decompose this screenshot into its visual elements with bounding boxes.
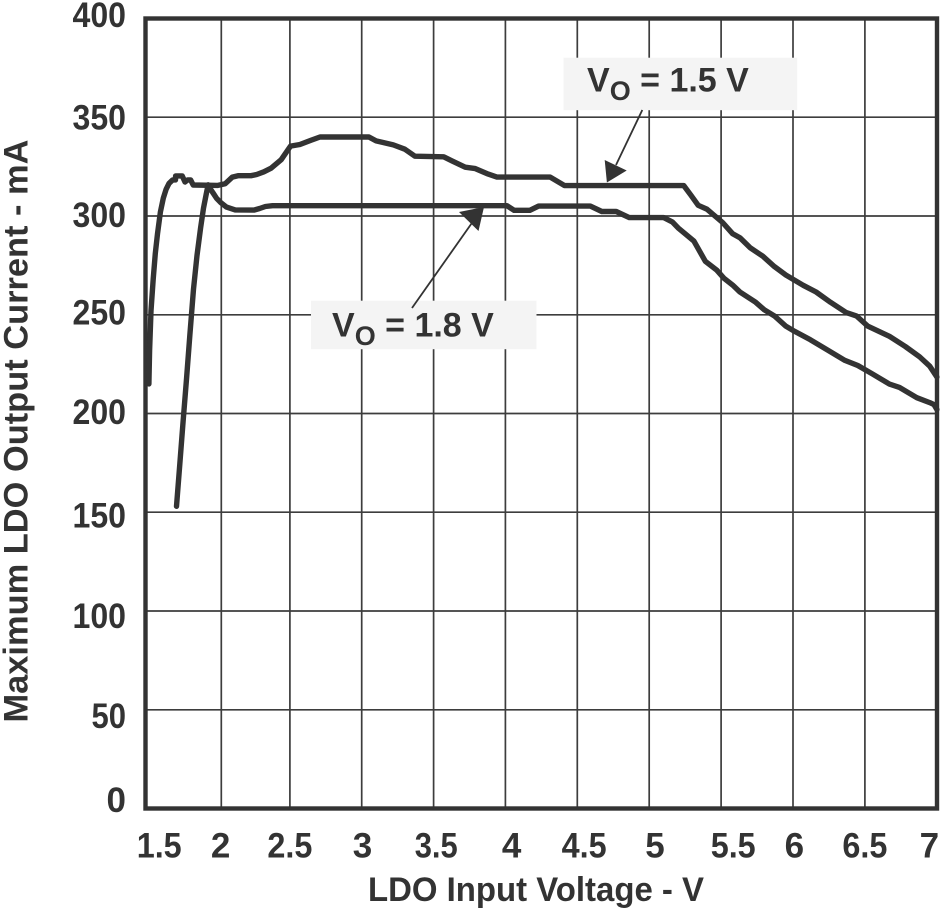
- svg-text:6: 6: [785, 827, 804, 866]
- svg-text:LDO Input Voltage - V: LDO Input Voltage - V: [368, 871, 704, 908]
- svg-text:4.5: 4.5: [562, 827, 607, 866]
- svg-text:200: 200: [73, 393, 127, 432]
- svg-text:5: 5: [645, 827, 664, 866]
- svg-text:50: 50: [92, 697, 127, 736]
- svg-text:250: 250: [73, 293, 127, 332]
- svg-text:3.5: 3.5: [415, 827, 458, 866]
- svg-text:Maximum LDO Output Current - m: Maximum LDO Output Current - mA: [0, 140, 36, 723]
- svg-text:4: 4: [502, 827, 522, 866]
- svg-text:1.5: 1.5: [137, 827, 182, 866]
- svg-text:7: 7: [920, 827, 939, 866]
- svg-text:350: 350: [73, 99, 127, 138]
- svg-text:400: 400: [73, 0, 127, 35]
- svg-text:5.5: 5.5: [711, 827, 756, 866]
- svg-text:3: 3: [353, 827, 372, 866]
- svg-text:2: 2: [211, 827, 230, 866]
- svg-text:6.5: 6.5: [842, 827, 887, 866]
- svg-text:150: 150: [73, 497, 127, 536]
- svg-text:300: 300: [73, 196, 127, 235]
- svg-text:0: 0: [107, 781, 126, 820]
- svg-text:100: 100: [73, 597, 127, 636]
- svg-text:2.5: 2.5: [267, 827, 312, 866]
